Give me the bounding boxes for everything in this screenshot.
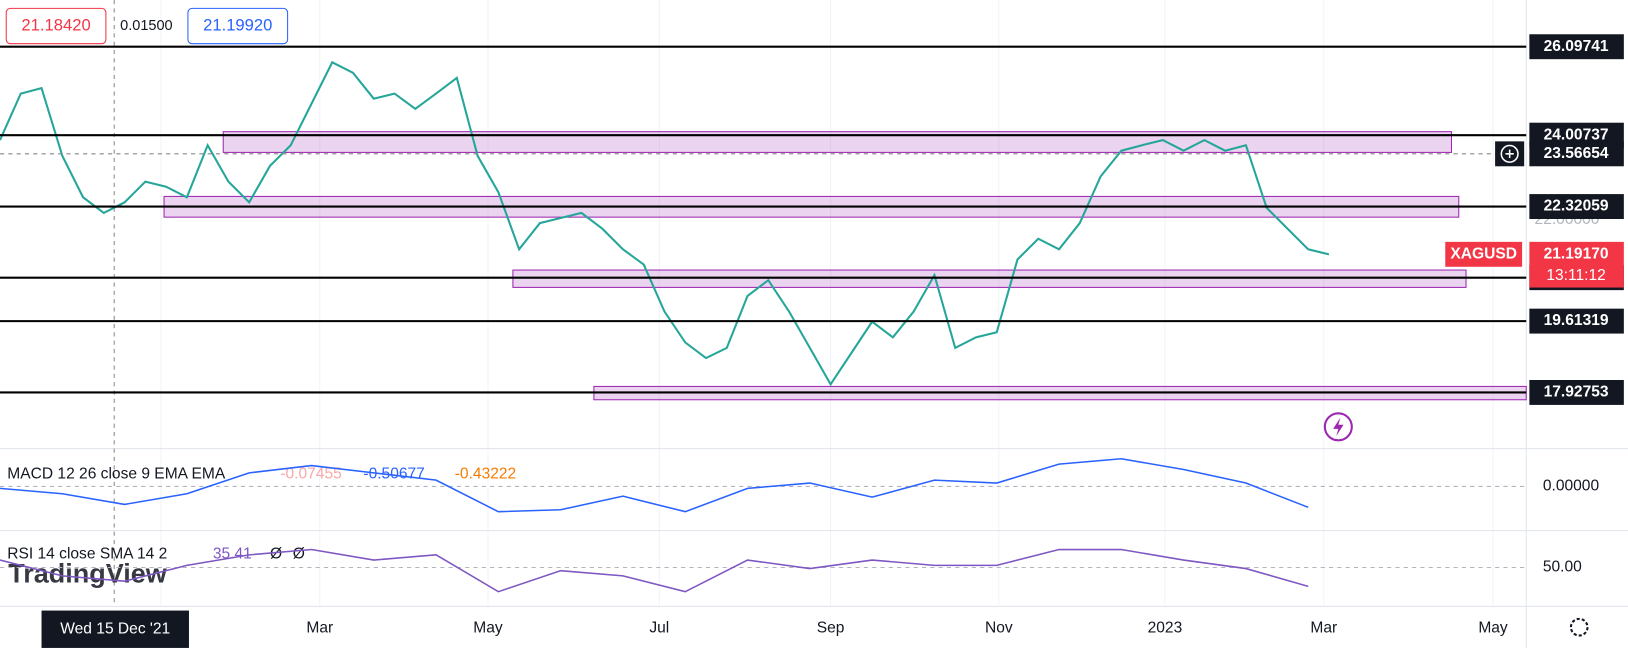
add-button-plus <box>1505 149 1514 158</box>
settings-icon[interactable] <box>1569 617 1589 637</box>
y-tick-label: 19.61319 <box>1544 312 1609 329</box>
macd-line <box>0 458 1309 513</box>
rsi-empty: Ø <box>270 546 282 563</box>
rsi-value: 35.41 <box>213 546 252 563</box>
price-line <box>0 60 1330 387</box>
y-tick-box <box>1529 34 1624 60</box>
x-tick-label: May <box>473 619 503 636</box>
rsi-line <box>0 548 1309 593</box>
y-tick-label: 24.00737 <box>1544 126 1609 143</box>
x-tick-label: Nov <box>985 619 1013 636</box>
y-tick-label: 22.32059 <box>1544 198 1609 215</box>
macd-label: MACD 12 26 close 9 EMA EMA <box>7 466 226 483</box>
logo: TradingView <box>8 558 167 588</box>
x-tick-label: Jul <box>649 619 669 636</box>
ask: 21.19920 <box>203 15 272 34</box>
x-tick-label: Mar <box>1310 619 1337 636</box>
y-tick-label: 17.92753 <box>1544 384 1609 401</box>
crosshair-label: 23.56654 <box>1544 145 1609 162</box>
x-tick-label: Sep <box>817 619 845 636</box>
date-label-box <box>41 610 189 648</box>
y-tick-label: 50.00 <box>1543 559 1582 576</box>
ask-box <box>187 7 289 45</box>
symbol-box <box>1445 241 1523 267</box>
crosshair-box <box>1529 141 1624 167</box>
spread: 0.01500 <box>120 18 172 34</box>
add-button-icon <box>1500 144 1519 163</box>
last-price-label: 21.19170 <box>1544 245 1609 262</box>
alert-icon-bolt <box>1333 417 1344 437</box>
signal-value: -0.43222 <box>455 466 516 483</box>
y-tick-box <box>1529 194 1624 220</box>
y-tick-label: 0.00000 <box>1543 478 1600 495</box>
x-tick-label: Mar <box>306 619 333 636</box>
y-tick-box <box>1529 379 1624 405</box>
rsi-label: RSI 14 close SMA 14 2 <box>7 546 167 563</box>
zone <box>512 269 1467 288</box>
countdown: 13:11:12 <box>1546 267 1605 284</box>
grid <box>160 0 1494 607</box>
x-tick-label: May <box>1478 619 1508 636</box>
bid: 21.18420 <box>21 15 90 34</box>
y-tick-box <box>1529 308 1624 334</box>
y-tick-label: 26.09741 <box>1544 38 1609 55</box>
zone <box>222 131 1453 153</box>
symbol-label: XAGUSD <box>1450 245 1517 262</box>
date-label: Wed 15 Dec '21 <box>60 620 170 637</box>
bid-box <box>5 7 107 45</box>
rsi-empty: Ø <box>293 546 305 563</box>
last-price-box <box>1529 241 1624 288</box>
macd-value: -0.50677 <box>363 466 424 483</box>
macd-hist-value: -0.07455 <box>280 466 341 483</box>
x-tick-label: 2023 <box>1148 619 1183 636</box>
